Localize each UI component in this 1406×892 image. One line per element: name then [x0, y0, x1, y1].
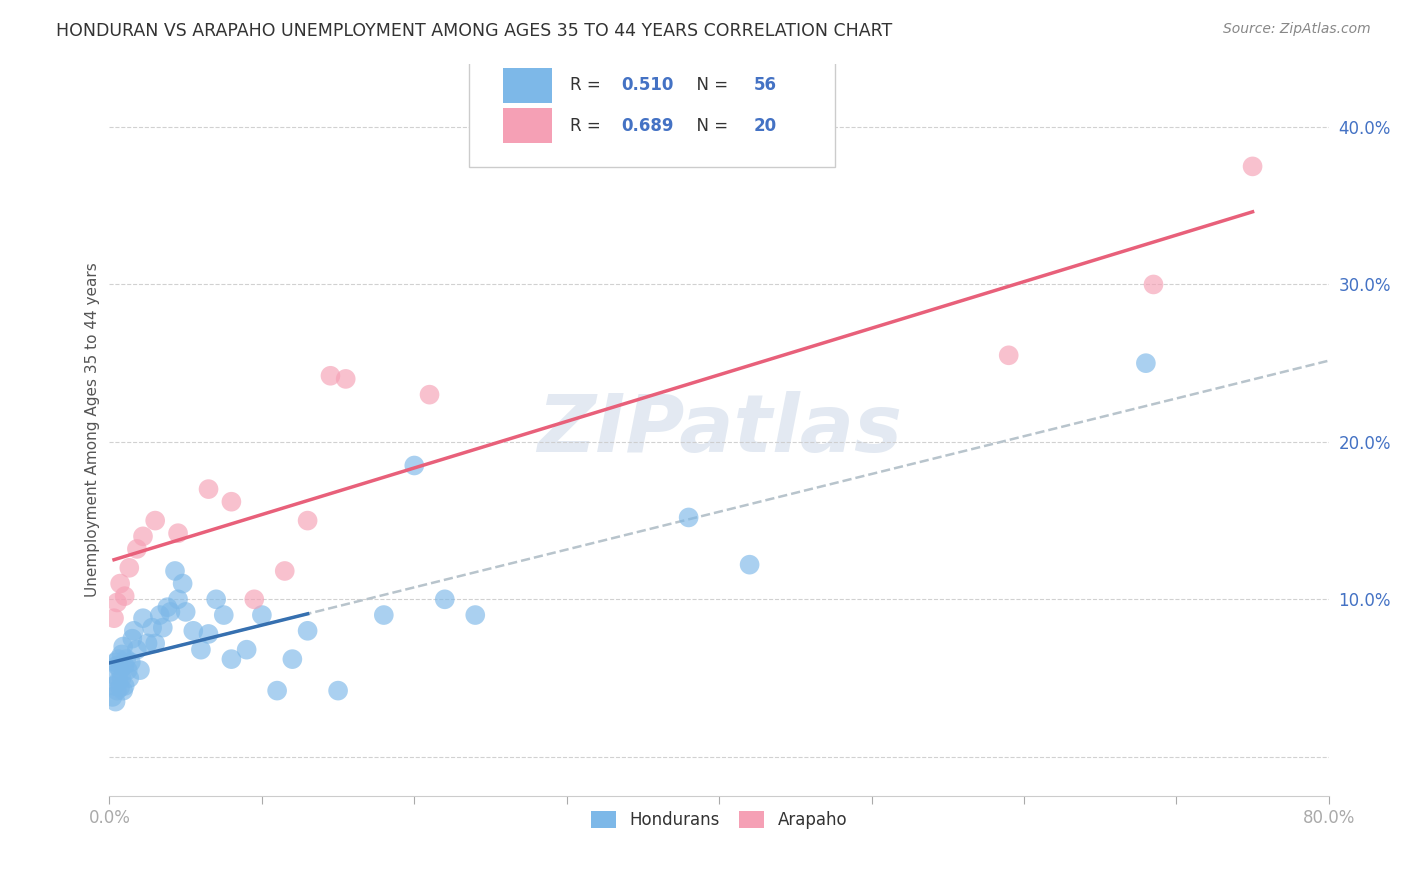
Point	[108, 576, 131, 591]
Point	[1135, 356, 1157, 370]
Point	[114, 679, 136, 693]
Text: Source: ZipAtlas.com: Source: ZipAtlas.com	[1223, 22, 1371, 37]
Point	[107, 674, 129, 689]
Point	[174, 605, 197, 619]
Text: 0.689: 0.689	[621, 117, 673, 135]
Point	[103, 611, 125, 625]
Point	[129, 663, 152, 677]
Point	[101, 690, 124, 704]
Point	[373, 608, 395, 623]
Point	[115, 652, 138, 666]
Point	[190, 642, 212, 657]
Point	[122, 624, 145, 638]
Point	[1142, 277, 1164, 292]
Text: N =: N =	[686, 77, 734, 95]
Point	[297, 624, 319, 638]
Point	[167, 592, 190, 607]
Text: HONDURAN VS ARAPAHO UNEMPLOYMENT AMONG AGES 35 TO 44 YEARS CORRELATION CHART: HONDURAN VS ARAPAHO UNEMPLOYMENT AMONG A…	[56, 22, 893, 40]
Point	[738, 558, 761, 572]
Text: ZIPatlas: ZIPatlas	[537, 391, 901, 469]
Point	[404, 458, 426, 473]
Legend: Hondurans, Arapaho: Hondurans, Arapaho	[583, 804, 853, 835]
Point	[205, 592, 228, 607]
Text: R =: R =	[571, 117, 606, 135]
Point	[136, 636, 159, 650]
Point	[114, 589, 136, 603]
Point	[112, 683, 135, 698]
Point	[111, 671, 134, 685]
Point	[103, 679, 125, 693]
FancyBboxPatch shape	[470, 54, 835, 167]
Point	[143, 514, 166, 528]
Point	[105, 683, 128, 698]
Point	[152, 621, 174, 635]
Point	[212, 608, 235, 623]
Point	[464, 608, 486, 623]
Point	[114, 658, 136, 673]
Point	[997, 348, 1019, 362]
Text: N =: N =	[686, 117, 734, 135]
Point	[104, 655, 127, 669]
Point	[433, 592, 456, 607]
Text: 0.510: 0.510	[621, 77, 673, 95]
Point	[678, 510, 700, 524]
Point	[118, 561, 141, 575]
Point	[112, 640, 135, 654]
Point	[1241, 160, 1264, 174]
Point	[105, 658, 128, 673]
Point	[125, 541, 148, 556]
Point	[197, 482, 219, 496]
Point	[159, 605, 181, 619]
Y-axis label: Unemployment Among Ages 35 to 44 years: Unemployment Among Ages 35 to 44 years	[86, 263, 100, 598]
Point	[335, 372, 357, 386]
Point	[172, 576, 194, 591]
Point	[243, 592, 266, 607]
Point	[120, 655, 142, 669]
Point	[281, 652, 304, 666]
Text: 56: 56	[754, 77, 776, 95]
Point	[326, 683, 349, 698]
Point	[266, 683, 288, 698]
Point	[121, 632, 143, 646]
Point	[132, 611, 155, 625]
Point	[319, 368, 342, 383]
Point	[163, 564, 186, 578]
Bar	[503, 108, 553, 143]
Point	[274, 564, 297, 578]
Point	[108, 663, 131, 677]
Bar	[503, 68, 553, 103]
Point	[141, 621, 163, 635]
Point	[197, 627, 219, 641]
Point	[149, 608, 172, 623]
Point	[221, 652, 243, 666]
Text: R =: R =	[571, 77, 606, 95]
Point	[105, 595, 128, 609]
Point	[125, 642, 148, 657]
Point	[132, 529, 155, 543]
Point	[156, 600, 179, 615]
Point	[104, 695, 127, 709]
Point	[107, 652, 129, 666]
Point	[235, 642, 257, 657]
Point	[297, 514, 319, 528]
Point	[111, 648, 134, 662]
Point	[181, 624, 204, 638]
Point	[419, 387, 441, 401]
Point	[167, 526, 190, 541]
Point	[221, 494, 243, 508]
Point	[143, 636, 166, 650]
Point	[250, 608, 273, 623]
Point	[108, 681, 131, 695]
Point	[117, 663, 139, 677]
Text: 20: 20	[754, 117, 776, 135]
Point	[103, 668, 125, 682]
Point	[118, 671, 141, 685]
